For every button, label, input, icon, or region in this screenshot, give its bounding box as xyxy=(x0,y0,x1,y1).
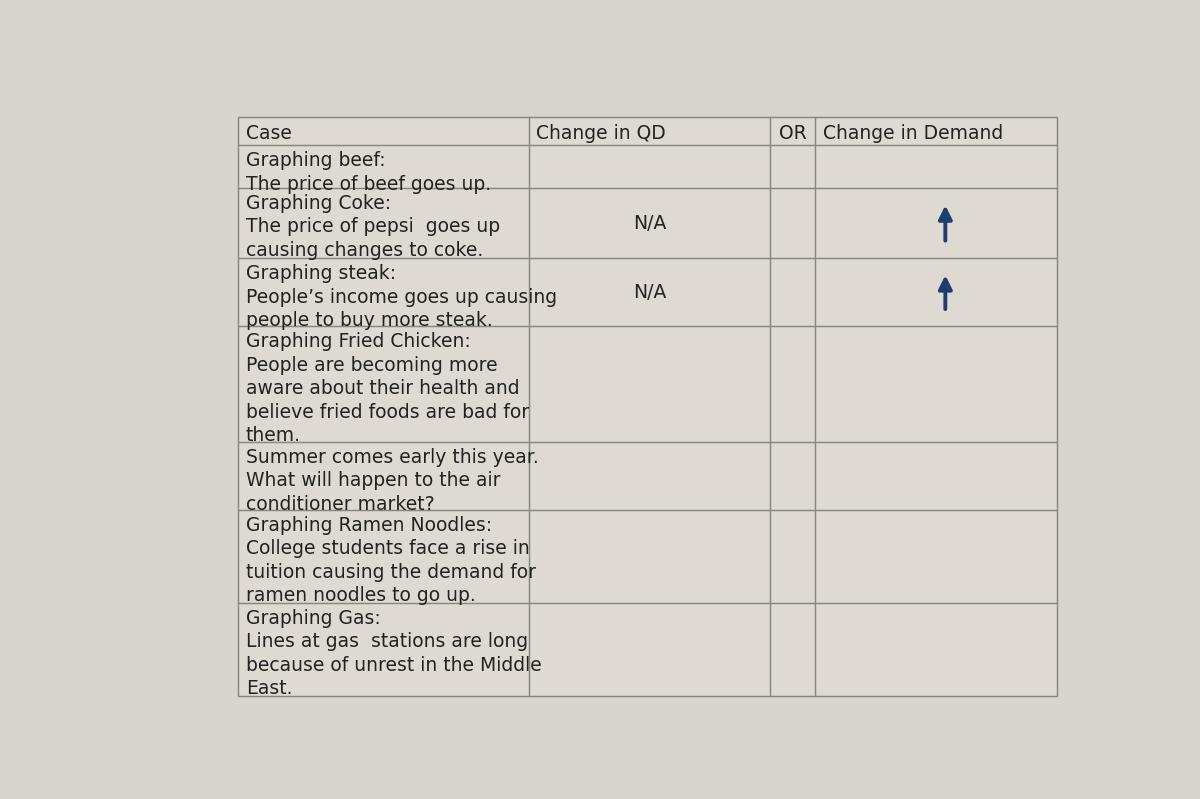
Text: Graphing Fried Chicken:
People are becoming more
aware about their health and
be: Graphing Fried Chicken: People are becom… xyxy=(246,332,529,445)
Text: N/A: N/A xyxy=(632,213,666,233)
FancyBboxPatch shape xyxy=(239,188,1057,258)
FancyBboxPatch shape xyxy=(239,442,1057,510)
Text: Change in Demand: Change in Demand xyxy=(823,124,1003,142)
FancyBboxPatch shape xyxy=(239,510,1057,602)
Text: Summer comes early this year.
What will happen to the air
conditioner market?: Summer comes early this year. What will … xyxy=(246,448,539,514)
Text: OR: OR xyxy=(779,124,806,142)
Text: Graphing beef:
The price of beef goes up.: Graphing beef: The price of beef goes up… xyxy=(246,151,491,193)
Text: Case: Case xyxy=(246,124,292,142)
Text: Change in QD: Change in QD xyxy=(536,124,666,142)
FancyBboxPatch shape xyxy=(239,145,1057,188)
Text: Graphing steak:
People’s income goes up causing
people to buy more steak.: Graphing steak: People’s income goes up … xyxy=(246,264,557,330)
FancyBboxPatch shape xyxy=(239,258,1057,326)
FancyBboxPatch shape xyxy=(239,326,1057,442)
FancyBboxPatch shape xyxy=(239,117,1057,145)
Text: N/A: N/A xyxy=(632,283,666,302)
Text: Graphing Ramen Noodles:
College students face a rise in
tuition causing the dema: Graphing Ramen Noodles: College students… xyxy=(246,516,535,606)
Text: Graphing Gas:
Lines at gas  stations are long
because of unrest in the Middle
Ea: Graphing Gas: Lines at gas stations are … xyxy=(246,609,541,698)
Text: Graphing Coke:
The price of pepsi  goes up
causing changes to coke.: Graphing Coke: The price of pepsi goes u… xyxy=(246,194,500,260)
FancyBboxPatch shape xyxy=(239,602,1057,696)
